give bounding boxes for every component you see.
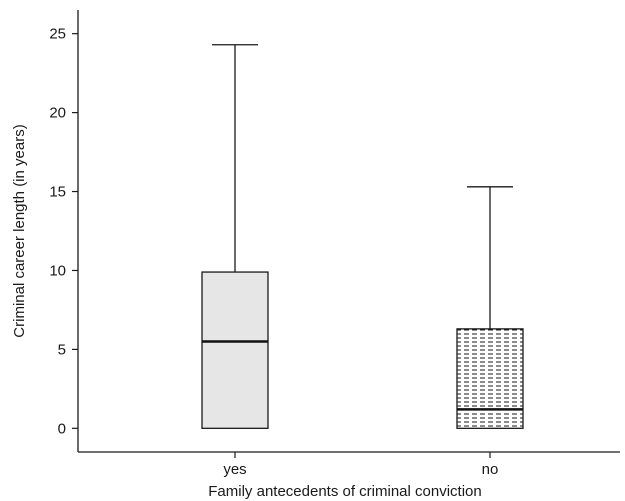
y-tick-label: 10 [49, 262, 66, 279]
y-ticks: 0 5 10 15 20 25 [49, 26, 78, 437]
y-tick-label: 15 [49, 184, 66, 201]
x-tick-label: yes [223, 461, 246, 478]
x-tick-label: no [482, 461, 499, 478]
y-tick-label: 25 [49, 26, 66, 43]
y-axis-title: Criminal career length (in years) [11, 124, 28, 337]
box-iqr [456, 328, 524, 429]
box-iqr [201, 271, 269, 429]
axes [77, 10, 620, 453]
x-axis-title: Family antecedents of criminal convictio… [208, 483, 481, 500]
box-group-no [456, 186, 524, 429]
y-tick-label: 5 [58, 341, 66, 358]
y-tick-label: 0 [58, 420, 66, 437]
x-ticks: yes no [223, 452, 498, 478]
box-group-yes [201, 44, 269, 429]
boxes [201, 44, 524, 429]
y-tick-label: 20 [49, 105, 66, 122]
